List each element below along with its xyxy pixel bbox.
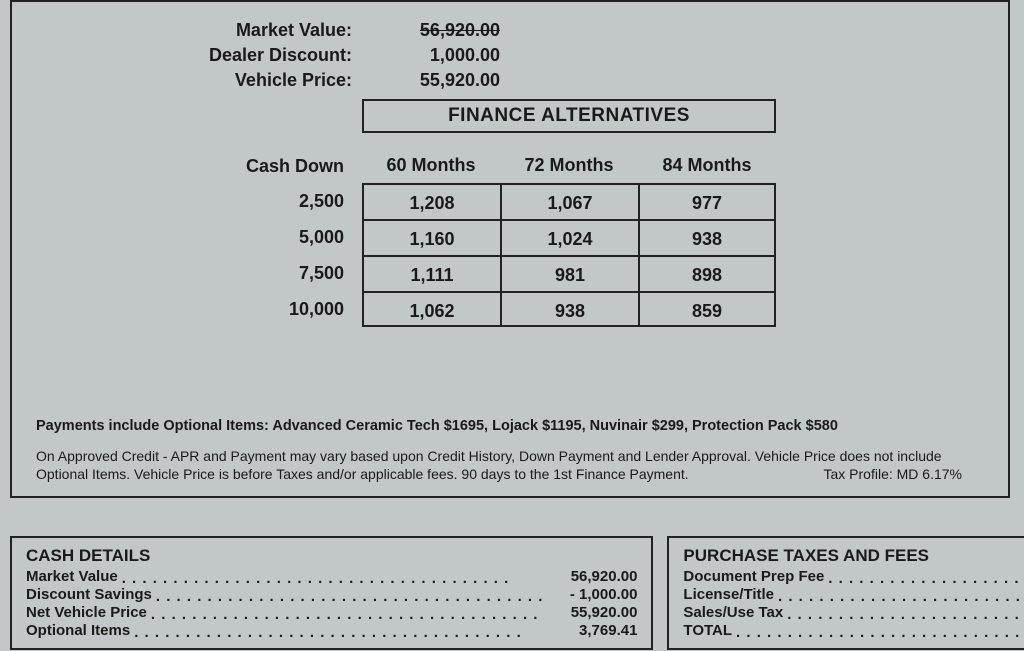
tax-fee-item: Document Prep Fee. . . . . . . . . . . .… — [683, 568, 1024, 585]
taxes-fees-box: PURCHASE TAXES AND FEES Document Prep Fe… — [667, 536, 1024, 650]
term-header: 84 Months — [638, 149, 776, 183]
term-header: 60 Months — [362, 149, 500, 183]
dot-leader: . . . . . . . . . . . . . . . . . . . . … — [778, 588, 1024, 605]
tax-fee-label: Document Prep Fee — [683, 568, 824, 585]
tax-fee-label: Sales/Use Tax — [683, 604, 783, 621]
finance-row: 7,5001,111981898 — [32, 255, 988, 291]
cash-detail-label: Discount Savings — [26, 586, 152, 603]
payment-cell: 898 — [638, 255, 776, 291]
dot-leader: . . . . . . . . . . . . . . . . . . . . … — [122, 570, 544, 587]
tax-fee-item: Sales/Use Tax. . . . . . . . . . . . . .… — [683, 604, 1024, 621]
cash-detail-value: 55,920.00 — [547, 604, 637, 621]
finance-alternatives-title: FINANCE ALTERNATIVES — [362, 99, 776, 133]
dot-leader: . . . . . . . . . . . . . . . . . . . . … — [787, 606, 1024, 623]
payment-cell: 981 — [500, 255, 638, 291]
tax-fee-label: TOTAL — [683, 622, 732, 639]
tax-fee-item: TOTAL. . . . . . . . . . . . . . . . . .… — [683, 622, 1024, 639]
dot-leader: . . . . . . . . . . . . . . . . . . . . … — [134, 624, 543, 641]
cash-detail-value: - 1,000.00 — [547, 586, 637, 603]
cash-down-header: Cash Down — [32, 149, 362, 183]
cash-detail-item: Optional Items. . . . . . . . . . . . . … — [26, 622, 637, 639]
payment-cell: 938 — [500, 291, 638, 327]
cash-detail-value: 56,920.00 — [547, 568, 637, 585]
cash-detail-item: Discount Savings. . . . . . . . . . . . … — [26, 586, 637, 603]
finance-row: 10,0001,062938859 — [32, 291, 988, 327]
finance-row: 5,0001,1601,024938 — [32, 219, 988, 255]
dealer-discount-label: Dealer Discount: — [32, 45, 370, 66]
cash-down-value: 5,000 — [32, 219, 362, 255]
finance-table: Cash Down 60 Months 72 Months 84 Months … — [32, 149, 988, 327]
dot-leader: . . . . . . . . . . . . . . . . . . . . … — [828, 570, 1024, 587]
tax-profile: Tax Profile: MD 6.17% — [824, 465, 963, 484]
approval-note: On Approved Credit - APR and Payment may… — [36, 447, 984, 485]
payment-cell: 977 — [638, 183, 776, 219]
payment-cell: 1,160 — [362, 219, 500, 255]
optional-items-note: Payments include Optional Items: Advance… — [36, 417, 984, 437]
market-value: 56,920.00 — [370, 20, 500, 41]
approval-text: On Approved Credit - APR and Payment may… — [36, 448, 942, 483]
payment-cell: 1,062 — [362, 291, 500, 327]
vehicle-price-label: Vehicle Price: — [32, 70, 370, 91]
term-header: 72 Months — [500, 149, 638, 183]
taxes-fees-title: PURCHASE TAXES AND FEES — [683, 546, 1024, 566]
pricing-section: Market Value: 56,920.00 Dealer Discount:… — [32, 20, 988, 91]
dot-leader: . . . . . . . . . . . . . . . . . . . . … — [156, 588, 544, 605]
payment-cell: 1,111 — [362, 255, 500, 291]
market-value-label: Market Value: — [32, 20, 370, 41]
payment-cell: 938 — [638, 219, 776, 255]
cash-down-value: 7,500 — [32, 255, 362, 291]
dot-leader: . . . . . . . . . . . . . . . . . . . . … — [151, 606, 544, 623]
cash-detail-label: Optional Items — [26, 622, 130, 639]
cash-detail-item: Market Value. . . . . . . . . . . . . . … — [26, 568, 637, 585]
finance-row: 2,5001,2081,067977 — [32, 183, 988, 219]
payment-cell: 1,208 — [362, 183, 500, 219]
cash-detail-label: Net Vehicle Price — [26, 604, 147, 621]
cash-detail-item: Net Vehicle Price. . . . . . . . . . . .… — [26, 604, 637, 621]
cash-detail-value: 3,769.41 — [547, 622, 637, 639]
cash-down-value: 2,500 — [32, 183, 362, 219]
cash-detail-label: Market Value — [26, 568, 118, 585]
payment-cell: 1,024 — [500, 219, 638, 255]
vehicle-price: 55,920.00 — [370, 70, 500, 91]
tax-fee-label: License/Title — [683, 586, 774, 603]
bottom-boxes: CASH DETAILS Market Value. . . . . . . .… — [10, 536, 1010, 650]
cash-details-box: CASH DETAILS Market Value. . . . . . . .… — [10, 536, 653, 650]
payment-cell: 859 — [638, 291, 776, 327]
dot-leader: . . . . . . . . . . . . . . . . . . . . … — [736, 624, 1024, 641]
tax-fee-item: License/Title. . . . . . . . . . . . . .… — [683, 586, 1024, 603]
cash-down-value: 10,000 — [32, 291, 362, 327]
quote-sheet: Market Value: 56,920.00 Dealer Discount:… — [10, 0, 1010, 498]
dealer-discount: 1,000.00 — [370, 45, 500, 66]
payment-cell: 1,067 — [500, 183, 638, 219]
cash-details-title: CASH DETAILS — [26, 546, 637, 566]
